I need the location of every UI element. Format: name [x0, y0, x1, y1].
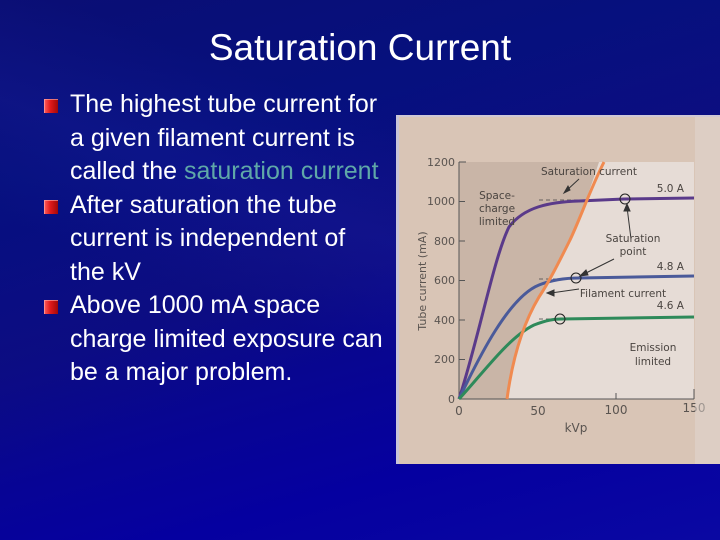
square-bullet-icon: [44, 300, 58, 314]
svg-text:Space-: Space-: [479, 190, 515, 202]
bullet-text: After saturation the tube current is ind…: [70, 190, 346, 286]
space-charge-region: [459, 162, 599, 399]
bullet-item: After saturation the tube current is ind…: [44, 189, 384, 290]
y-tick-labels: 1200 1000 800 600 400 200 0: [427, 156, 455, 406]
svg-text:100: 100: [605, 403, 628, 417]
svg-text:limited: limited: [635, 356, 671, 368]
x-axis-label: kVp: [565, 421, 588, 435]
curve-4-8A: [457, 274, 695, 400]
svg-text:Emission: Emission: [630, 342, 677, 354]
bullet-item: Above 1000 mA space charge limited expos…: [44, 289, 384, 390]
svg-text:1000: 1000: [427, 195, 455, 208]
svg-text:charge: charge: [479, 203, 515, 215]
svg-text:4.8 A: 4.8 A: [657, 261, 685, 273]
y-ticks: [459, 161, 466, 360]
bullet-text: Above 1000 mA space charge limited expos…: [70, 291, 383, 386]
svg-text:4.6 A: 4.6 A: [657, 300, 685, 312]
svg-text:Filament current: Filament current: [580, 288, 666, 300]
square-bullet-icon: [44, 99, 58, 113]
annotation-arrows: [545, 178, 632, 297]
y-axis-label: Tube current (mA): [416, 231, 429, 331]
svg-text:Saturation current: Saturation current: [541, 166, 637, 178]
svg-text:0: 0: [448, 393, 455, 406]
svg-text:800: 800: [434, 235, 455, 248]
svg-text:50: 50: [530, 404, 545, 418]
saturation-boundary-curve: [505, 161, 606, 400]
saturation-point-markers: [554, 193, 631, 325]
curve-4-6A: [457, 315, 695, 401]
annotation-labels: Space- charge limited Saturation current…: [479, 166, 685, 368]
svg-text:400: 400: [434, 314, 455, 327]
bullet-text: The highest tube current for a given fil…: [70, 90, 378, 185]
svg-text:5.0 A: 5.0 A: [657, 183, 685, 195]
tube-current-chart: 1200 1000 800 600 400 200 0 0 50 100 150…: [416, 117, 720, 464]
svg-text:limited: limited: [479, 216, 515, 228]
square-bullet-icon: [44, 199, 58, 214]
svg-text:200: 200: [434, 353, 455, 366]
slide-title: Saturation Current: [208, 27, 512, 68]
bullet-list: The highest tube current for a given fil…: [44, 88, 384, 390]
x-tick-labels: 0 50 100 150: [455, 401, 705, 418]
curve-5-0A: [457, 196, 695, 400]
bullet-item: The highest tube current for a given fil…: [44, 88, 384, 189]
svg-text:0: 0: [455, 404, 463, 418]
chart-image: 1200 1000 800 600 400 200 0 0 50 100 150…: [396, 115, 720, 464]
svg-text:1200: 1200: [427, 156, 455, 169]
svg-text:600: 600: [434, 274, 455, 287]
highlight-term: saturation current: [183, 157, 379, 185]
svg-text:point: point: [620, 246, 647, 258]
svg-text:Saturation: Saturation: [606, 233, 661, 245]
